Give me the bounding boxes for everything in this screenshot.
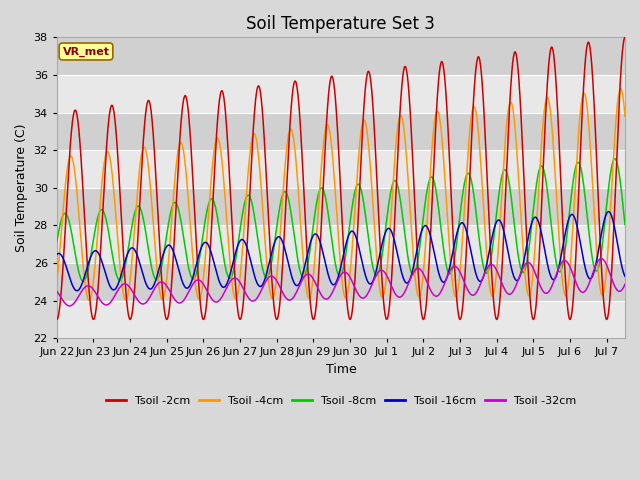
Bar: [57, 263, 625, 300]
Bar: [57, 75, 625, 112]
Bar: [57, 226, 625, 263]
Bar: [57, 112, 625, 150]
Bar: [57, 150, 625, 188]
Legend: Tsoil -2cm, Tsoil -4cm, Tsoil -8cm, Tsoil -16cm, Tsoil -32cm: Tsoil -2cm, Tsoil -4cm, Tsoil -8cm, Tsoi…: [101, 392, 580, 411]
Y-axis label: Soil Temperature (C): Soil Temperature (C): [15, 123, 28, 252]
Title: Soil Temperature Set 3: Soil Temperature Set 3: [246, 15, 435, 33]
Text: VR_met: VR_met: [63, 47, 109, 57]
Bar: [57, 37, 625, 75]
Bar: [57, 188, 625, 226]
Bar: [57, 300, 625, 338]
X-axis label: Time: Time: [326, 363, 356, 376]
